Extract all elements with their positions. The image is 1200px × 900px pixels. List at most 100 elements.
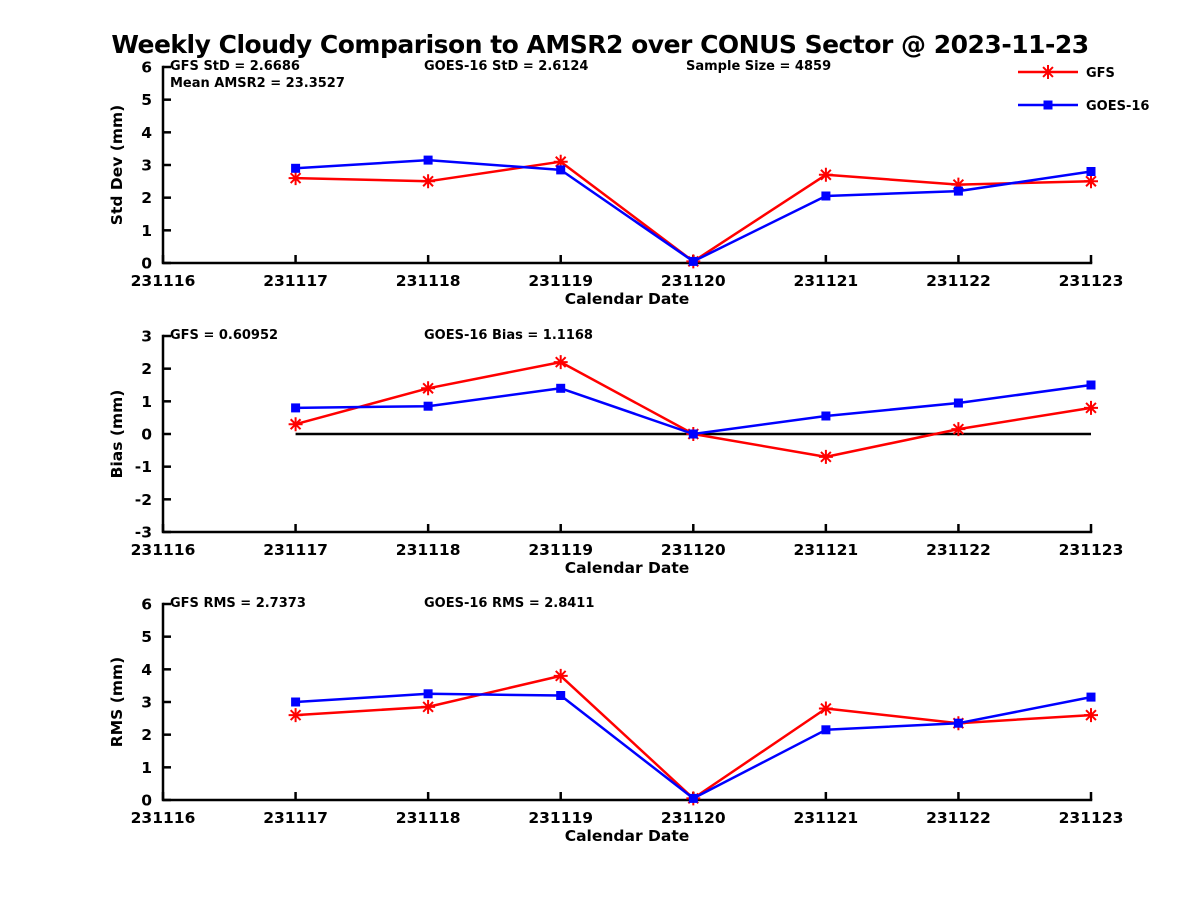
stat-annotation: GOES-16 Bias = 1.1168 <box>424 328 593 343</box>
x-tick-label: 231116 <box>131 809 196 827</box>
gfs-asterisk-marker <box>288 417 303 432</box>
goes-16-square-marker <box>821 191 831 201</box>
goes-16-square-marker <box>556 691 566 700</box>
y-tick-label: 2 <box>141 189 152 207</box>
x-tick-label: 231119 <box>528 809 593 827</box>
y-axis-label: Bias (mm) <box>108 390 126 479</box>
gfs-asterisk-marker <box>421 381 436 396</box>
y-tick-label: -1 <box>135 458 152 476</box>
goes-16-square-marker <box>556 383 566 393</box>
goes-16-square-marker <box>291 163 301 173</box>
stat-annotation: GOES-16 StD = 2.6124 <box>424 59 588 74</box>
stat-annotation: GFS RMS = 2.7373 <box>170 596 306 611</box>
x-tick-label: 231123 <box>1059 809 1124 827</box>
gfs-asterisk-marker <box>553 355 568 370</box>
x-tick-label: 231121 <box>793 809 858 827</box>
gfs-asterisk-marker <box>421 174 436 189</box>
gfs-asterisk-marker <box>818 701 833 716</box>
y-tick-label: 5 <box>141 91 152 109</box>
gfs-asterisk-marker <box>818 167 833 182</box>
gfs-asterisk-marker <box>1084 174 1098 189</box>
y-tick-label: 1 <box>141 759 152 777</box>
legend-label-gfs: GFS <box>1086 66 1115 81</box>
goes-16-square-marker <box>953 398 963 408</box>
x-tick-label: 231122 <box>926 809 991 827</box>
x-tick-label: 231120 <box>661 809 726 827</box>
y-axis-label: RMS (mm) <box>108 657 126 747</box>
goes-16-square-marker <box>556 165 566 175</box>
x-axis-label: Calendar Date <box>565 559 690 577</box>
y-tick-label: 1 <box>141 222 152 240</box>
x-tick-label: 231118 <box>396 272 461 290</box>
y-tick-label: -2 <box>135 491 152 509</box>
stat-annotation: GOES-16 RMS = 2.8411 <box>424 596 594 611</box>
x-tick-label: 231123 <box>1059 541 1124 559</box>
x-tick-label: 231122 <box>926 541 991 559</box>
legend-gfs-asterisk-marker <box>1041 65 1055 79</box>
legend-goes-16-square-marker <box>1043 100 1053 110</box>
x-tick-label: 231119 <box>528 541 593 559</box>
x-axis-label: Calendar Date <box>565 827 690 845</box>
x-tick-label: 231117 <box>263 541 328 559</box>
x-tick-label: 231122 <box>926 272 991 290</box>
goes-16-square-marker <box>291 403 301 413</box>
goes-16-square-marker <box>688 429 698 439</box>
legend: GFS GOES-16 <box>1018 65 1149 114</box>
goes-16-square-marker <box>821 411 831 421</box>
axes-spines <box>161 65 1093 265</box>
goes-16-square-marker <box>1086 692 1096 702</box>
goes-16-square-marker <box>953 186 963 196</box>
x-tick-label: 231120 <box>661 541 726 559</box>
x-tick-label: 231117 <box>263 272 328 290</box>
y-tick-label: 2 <box>141 726 152 744</box>
goes-16-square-marker <box>291 697 301 707</box>
y-tick-label: 3 <box>141 694 152 712</box>
y-tick-label: 3 <box>141 157 152 175</box>
goes-16-square-marker <box>688 256 698 266</box>
gfs-asterisk-marker <box>1084 708 1098 723</box>
gfs-asterisk-marker <box>951 177 966 192</box>
y-tick-label: 4 <box>141 124 152 142</box>
stat-annotation: GFS StD = 2.6686 <box>170 59 300 74</box>
goes-16-square-marker <box>1086 380 1096 390</box>
x-axis-label: Calendar Date <box>565 290 690 308</box>
y-tick-label: 3 <box>141 328 152 346</box>
y-tick-label: 0 <box>141 255 152 273</box>
stat-annotation: GFS = 0.60952 <box>170 328 278 343</box>
y-tick-label: 1 <box>141 393 152 411</box>
y-tick-label: 2 <box>141 360 152 378</box>
subplot-std: 0 1 2 3 4 5 6 231116 231117 231118 231119 231120 231… <box>108 59 1123 309</box>
y-tick-label: 0 <box>141 792 152 810</box>
x-tick-label: 231123 <box>1059 272 1124 290</box>
gfs-asterisk-marker <box>818 449 833 464</box>
y-tick-label: 0 <box>141 426 152 444</box>
x-tick-label: 231116 <box>131 272 196 290</box>
x-tick-label: 231119 <box>528 272 593 290</box>
y-tick-label: 5 <box>141 628 152 646</box>
goes-16-square-marker <box>423 155 433 165</box>
goes-16-square-marker <box>423 689 433 699</box>
subplot-rms: 0 1 2 3 4 5 6 231116 231117 231118 231119 231120 231… <box>108 596 1123 846</box>
gfs-asterisk-marker <box>1084 400 1098 415</box>
goes-16-square-marker <box>1086 167 1096 176</box>
x-tick-label: 231121 <box>793 541 858 559</box>
x-tick-label: 231118 <box>396 541 461 559</box>
goes-16-line <box>295 158 1092 263</box>
gfs-line <box>295 160 1092 263</box>
goes-16-square-marker <box>423 401 433 411</box>
gfs-asterisk-marker <box>553 154 568 169</box>
goes-16-square-marker <box>953 718 963 728</box>
legend-label-goes-16: GOES-16 <box>1086 99 1149 114</box>
stat-annotation: Mean AMSR2 = 23.3527 <box>170 76 345 91</box>
y-tick-label: 6 <box>141 59 152 77</box>
stat-annotation: Sample Size = 4859 <box>686 59 831 74</box>
goes-16-square-marker <box>688 793 698 803</box>
y-tick-label: 4 <box>141 661 152 679</box>
x-tick-label: 231116 <box>131 541 196 559</box>
gfs-asterisk-marker <box>951 422 966 437</box>
gfs-asterisk-marker <box>288 171 303 186</box>
x-tick-label: 231117 <box>263 809 328 827</box>
